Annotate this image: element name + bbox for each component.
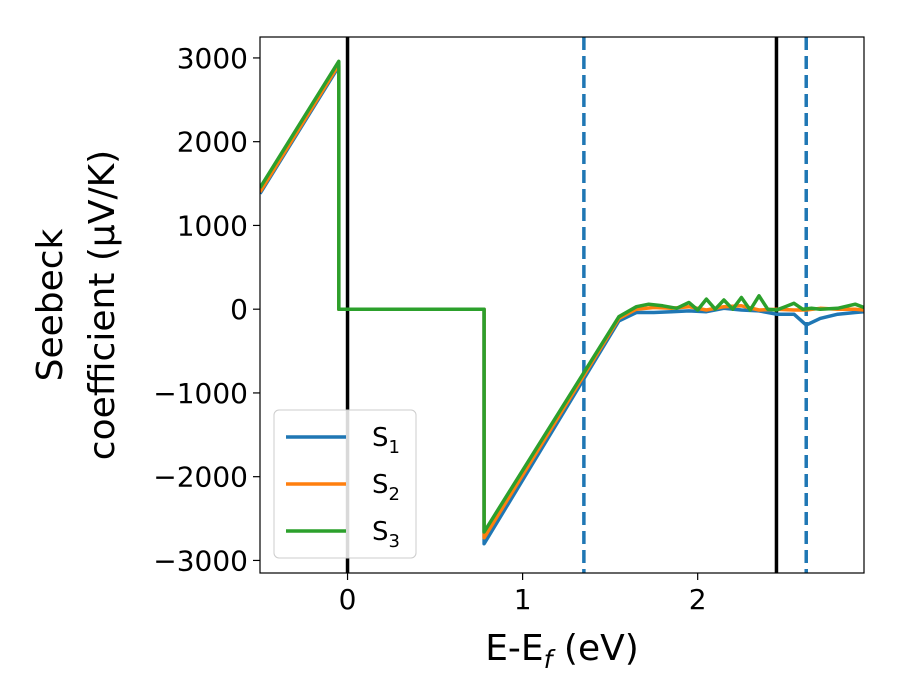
x-tick-label: 0 [339, 583, 357, 616]
y-tick-label: 1000 [177, 209, 248, 242]
x-axis: 0 1 2 [339, 573, 707, 616]
y-axis-label-line2: coefficient (μV/K) [82, 150, 123, 460]
series-line-s3 [260, 59, 864, 534]
legend-label-s2: S2 [372, 470, 400, 505]
y-tick-label: −2000 [153, 461, 248, 494]
y-tick-label: 2000 [177, 126, 248, 159]
series-layer [260, 59, 864, 546]
legend-label-s1: S1 [372, 423, 400, 458]
x-axis-label-unit: (eV) [552, 628, 638, 669]
y-axis-label-line1: Seebeck [30, 228, 71, 381]
legend: S1 S2 S3 [273, 409, 417, 559]
x-axis-label: E-Ef (eV) [485, 628, 639, 674]
y-tick-label: −3000 [153, 544, 248, 577]
y-axis-label: Seebeck coefficient (μV/K) [30, 150, 123, 460]
plot-frame [259, 36, 865, 574]
y-tick-label: −1000 [153, 377, 248, 410]
x-axis-label-main: E-E [485, 628, 543, 669]
legend-label-s3: S3 [372, 517, 400, 552]
y-axis: 3000 2000 1000 0 −1000 −2000 −3000 [153, 42, 260, 577]
x-tick-label: 2 [689, 583, 707, 616]
y-tick-label: 0 [230, 293, 248, 326]
y-tick-label: 3000 [177, 42, 248, 75]
x-tick-label: 1 [514, 583, 532, 616]
